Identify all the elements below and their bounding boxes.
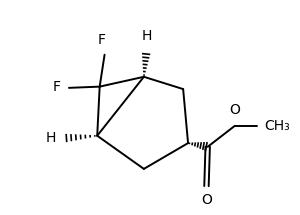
Text: CH₃: CH₃ — [264, 119, 290, 133]
Text: O: O — [229, 103, 240, 117]
Text: H: H — [45, 131, 56, 145]
Text: O: O — [201, 193, 212, 207]
Text: H: H — [141, 29, 152, 43]
Text: F: F — [53, 80, 61, 94]
Text: F: F — [98, 33, 106, 47]
